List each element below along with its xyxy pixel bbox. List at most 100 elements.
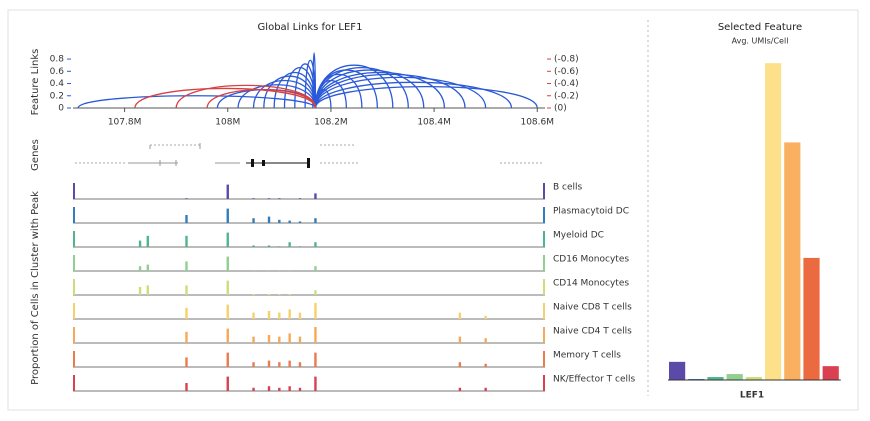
peak-bar (314, 193, 317, 199)
peak-bar (185, 198, 188, 199)
peak-bar (146, 235, 149, 247)
bar (745, 377, 762, 380)
gene-track (75, 143, 544, 168)
peak-bar (484, 363, 487, 367)
x-tick-label: 108.6M (520, 118, 554, 128)
peak-bar (146, 285, 149, 295)
link-arc (314, 76, 487, 109)
peak-bar (314, 242, 317, 247)
track-label: NK/Effector T cells (553, 375, 635, 385)
peak-bar (226, 208, 229, 223)
peak-bar (484, 338, 487, 343)
link-arc (134, 87, 317, 109)
peak-bar (484, 315, 487, 319)
peak-bar (252, 270, 255, 271)
peak-bar (298, 387, 302, 391)
track-label: B cells (553, 183, 583, 193)
peak-bar (314, 327, 317, 343)
peak-bar (252, 336, 255, 343)
peak-bar (278, 336, 281, 343)
peak-bar (252, 294, 255, 295)
peak-bar (314, 303, 317, 319)
peak-bar (314, 376, 317, 391)
track-label: Memory T cells (553, 351, 621, 361)
peak-bar (267, 198, 271, 199)
peak-bar (226, 328, 229, 343)
x-tick-label: 108.4M (417, 118, 451, 128)
peak-bar (278, 387, 281, 391)
y-tick-label: 0.6 (50, 67, 65, 77)
peak-bar (314, 352, 317, 367)
peak-bar (288, 294, 291, 295)
peak-bar (252, 245, 255, 247)
bar (707, 377, 724, 380)
peak-bar (314, 218, 317, 223)
peak-bar (278, 219, 281, 223)
peak-bar (458, 336, 462, 343)
peak-bar (484, 387, 487, 391)
peak-bar (226, 352, 229, 367)
x-tick-label: 107.8M (108, 118, 142, 128)
peak-bar (298, 312, 302, 319)
link-arc (314, 73, 466, 109)
peak-bar (267, 245, 271, 247)
link-arc (314, 81, 513, 109)
peak-bar (267, 294, 271, 295)
peak-bar (288, 386, 291, 391)
peak-bar (267, 360, 271, 367)
link-arc (314, 69, 425, 109)
peak-bar (267, 386, 271, 391)
peak-bar (185, 331, 188, 343)
peak-bar (298, 198, 302, 199)
peak-bar (298, 221, 302, 223)
bar (765, 63, 782, 380)
link-arc (273, 71, 317, 109)
peak-bar (278, 270, 281, 271)
peak-bar (278, 362, 281, 367)
link-arc (314, 67, 409, 109)
peak-bar (185, 307, 188, 319)
peak-bar (185, 285, 188, 295)
peak-bar (252, 362, 255, 367)
y-tick-label: 0 (58, 104, 64, 114)
peak-bar (314, 290, 317, 295)
bar (803, 257, 820, 380)
peak-bar (226, 280, 229, 295)
peak-bar (226, 256, 229, 271)
x-tick-label: 108.2M (314, 118, 348, 128)
bar (822, 366, 839, 380)
peak-bar (288, 270, 291, 271)
peak-bar (185, 261, 188, 271)
peak-bar (267, 270, 271, 271)
peak-bar (185, 357, 188, 367)
peak-bar (185, 235, 188, 247)
peak-bar (226, 232, 229, 247)
track-label: CD16 Monocytes (553, 255, 629, 265)
peak-bar (278, 312, 281, 319)
peak-bar (267, 216, 271, 223)
peak-bar (226, 376, 229, 391)
y-tick-label: 0.2 (50, 91, 64, 101)
peak-bar (458, 312, 462, 319)
y2-tick-label: (-0.4) (554, 79, 579, 89)
peak-bar (288, 242, 291, 247)
track-label: Naive CD4 T cells (553, 327, 632, 337)
track-label: Plasmacytoid DC (553, 207, 629, 217)
peak-bar (288, 309, 291, 319)
peak-bar (138, 287, 142, 295)
peak-bar (298, 246, 302, 247)
peak-bar (252, 198, 255, 199)
y2-tick-label: (0) (554, 104, 567, 114)
peak-bar (288, 220, 291, 223)
y2-tick-label: (-0.8) (554, 55, 579, 65)
peak-bar (252, 218, 255, 223)
x-axis-label: LEF1 (740, 391, 764, 401)
peak-bar (226, 304, 229, 319)
peak-bar (185, 215, 188, 223)
peak-bar (146, 264, 149, 271)
peak-bar (278, 294, 281, 295)
track-label: Myeloid DC (553, 231, 604, 241)
track-label: CD14 Monocytes (553, 279, 629, 289)
y-axis-label: Proportion of Cells in Cluster with Peak (30, 191, 41, 385)
